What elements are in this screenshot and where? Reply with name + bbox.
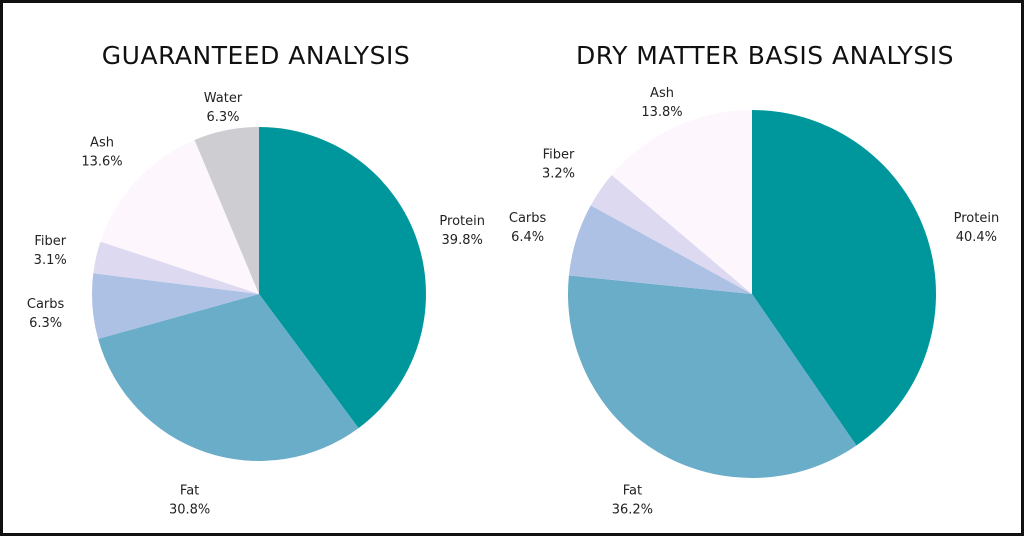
guaranteed-analysis-title: GUARANTEED ANALYSIS — [102, 41, 410, 70]
pie-slice-protein — [752, 110, 937, 446]
guaranteed-analysis-pie: GUARANTEED ANALYSIS Protein 39.8% Fat 30.8%… — [27, 41, 485, 517]
slice-label-ash: Ash — [90, 136, 114, 151]
slice-label-carbs: Carbs — [509, 211, 547, 226]
pie-slice-fat — [568, 275, 857, 479]
pie-slice-carbs — [568, 205, 752, 294]
slice-value-fiber: 3.1% — [34, 253, 67, 268]
slice-value-fat: 30.8% — [169, 502, 210, 517]
pie-slice-fiber — [590, 174, 752, 294]
pie-slice-carbs — [92, 273, 259, 339]
pie-slice-water — [194, 127, 259, 294]
slice-value-carbs: 6.4% — [511, 230, 544, 245]
slice-value-ash: 13.6% — [81, 155, 122, 170]
dry-matter-basis-pie: DRY MATTER BASIS ANALYSIS Protein 40.4% Fa… — [509, 41, 999, 517]
slice-label-ash: Ash — [650, 86, 674, 101]
slice-value-ash: 13.8% — [641, 105, 682, 120]
slice-value-fiber: 3.2% — [542, 167, 575, 182]
slice-label-fiber: Fiber — [34, 234, 66, 249]
dry-matter-basis-title: DRY MATTER BASIS ANALYSIS — [576, 41, 954, 70]
pie-slice-ash — [100, 139, 259, 294]
slice-value-carbs: 6.3% — [29, 316, 62, 331]
slice-label-fat: Fat — [623, 483, 642, 498]
slice-value-fat: 36.2% — [612, 502, 653, 517]
slice-label-water: Water — [204, 91, 243, 106]
slice-label-protein: Protein — [954, 211, 1000, 226]
pie-slice-protein — [259, 127, 426, 429]
slice-value-water: 6.3% — [206, 110, 239, 125]
slice-value-protein: 39.8% — [442, 233, 483, 248]
slice-label-fat: Fat — [180, 483, 199, 498]
slice-label-protein: Protein — [439, 214, 485, 229]
pie-slice-ash — [611, 110, 752, 294]
slice-label-fiber: Fiber — [543, 148, 575, 163]
pie-slice-fat — [98, 294, 359, 461]
slice-value-protein: 40.4% — [956, 230, 997, 245]
slice-label-carbs: Carbs — [27, 297, 65, 312]
pie-slice-fiber — [93, 241, 259, 294]
